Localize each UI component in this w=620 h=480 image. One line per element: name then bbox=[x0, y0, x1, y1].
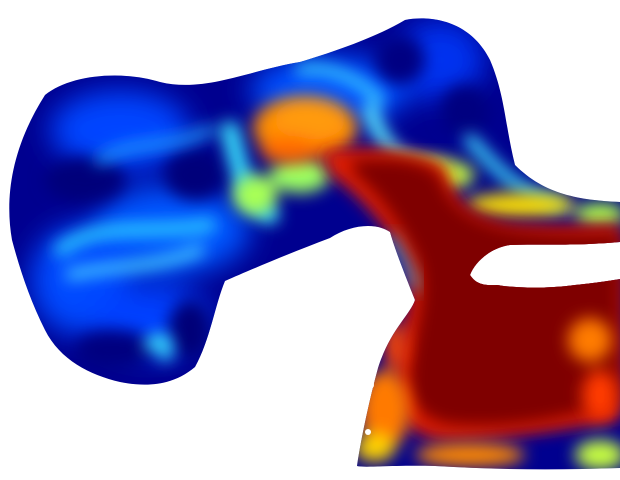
island-shapes bbox=[357, 254, 606, 435]
